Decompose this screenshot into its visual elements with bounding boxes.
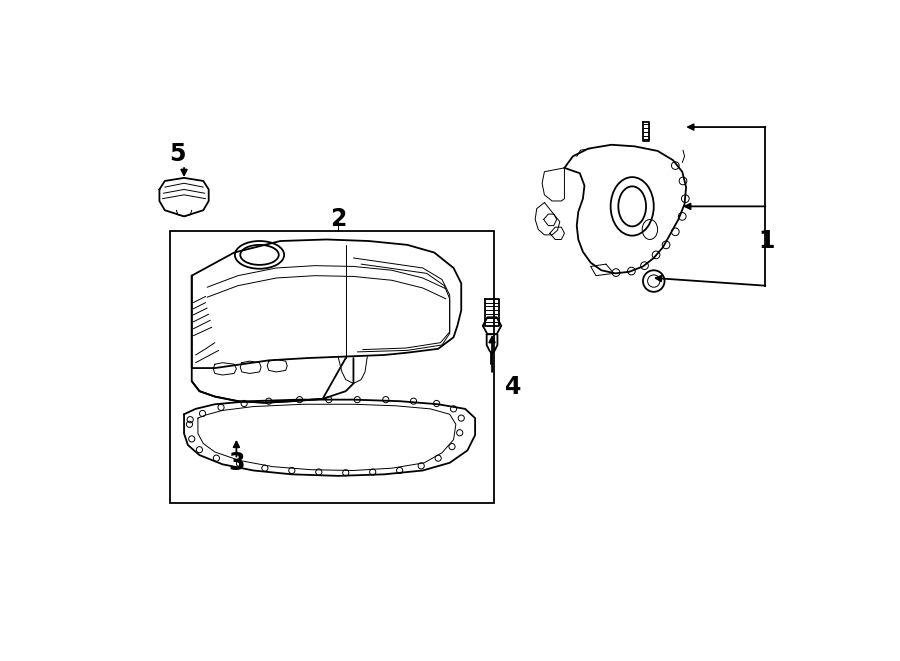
Text: 3: 3 bbox=[229, 451, 245, 475]
Bar bbox=[170, 231, 493, 503]
Text: 4: 4 bbox=[505, 375, 521, 399]
Text: 1: 1 bbox=[758, 229, 774, 253]
Text: 5: 5 bbox=[169, 142, 186, 166]
Text: 2: 2 bbox=[330, 208, 346, 231]
